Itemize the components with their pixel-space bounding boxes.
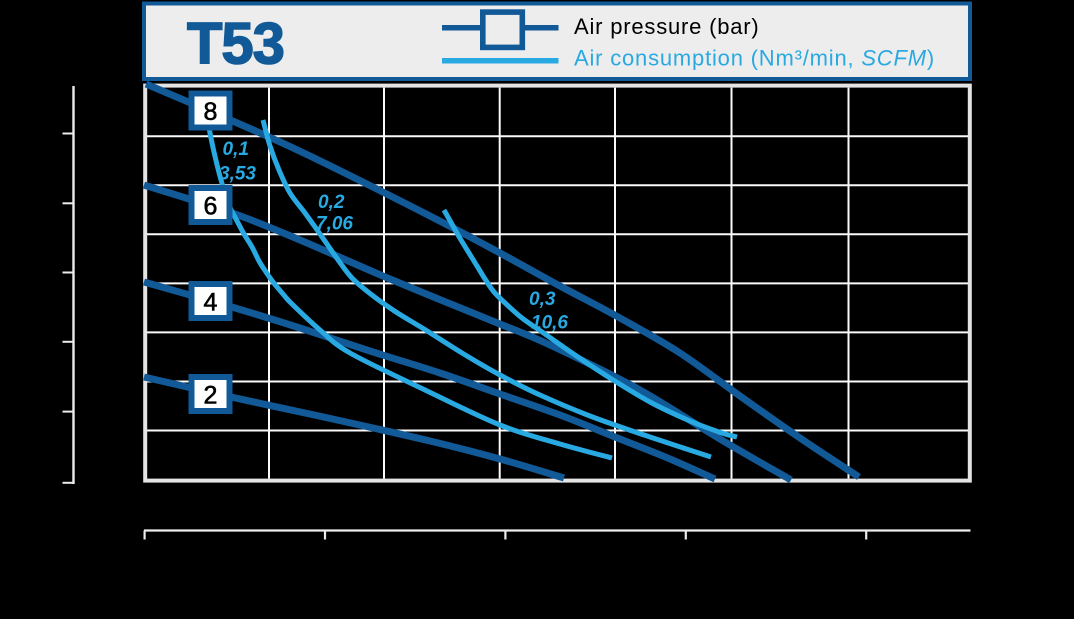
svg-text:0,2: 0,2 [318,192,345,213]
svg-text:Air consumption (Nm³/min, SCFM: Air consumption (Nm³/min, SCFM) [574,46,935,71]
svg-text:10,6: 10,6 [531,312,568,333]
svg-text:3,53: 3,53 [219,164,256,185]
svg-text:Air pressure (bar): Air pressure (bar) [574,14,760,39]
svg-text:4: 4 [204,289,218,317]
svg-text:6: 6 [204,193,218,221]
svg-text:7,06: 7,06 [316,214,353,235]
svg-text:2: 2 [204,382,218,410]
svg-text:0,3: 0,3 [529,289,556,310]
svg-text:T53: T53 [187,12,284,77]
svg-text:8: 8 [204,98,218,126]
svg-text:0,1: 0,1 [223,139,249,160]
